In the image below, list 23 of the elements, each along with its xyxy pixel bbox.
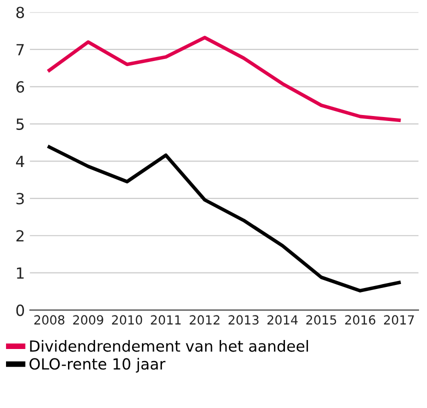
y-tick-label: 0 [16, 304, 24, 316]
x-tick-label: 2011 [150, 315, 181, 325]
y-tick-label: 5 [16, 118, 24, 130]
x-tick-label: 2012 [190, 315, 220, 325]
line-series [48, 145, 401, 292]
x-tick-label: 2013 [228, 315, 259, 325]
y-tick-label: 2 [16, 230, 24, 242]
y-tick-label: 6 [16, 81, 24, 93]
x-tick-label: 2009 [73, 315, 104, 325]
y-tick-label: 3 [16, 192, 24, 204]
x-tick-label: 2015 [306, 315, 336, 325]
y-tick-label: 4 [16, 156, 24, 167]
x-tick-label: 2010 [112, 315, 142, 325]
y-tick-label: 1 [16, 268, 24, 279]
y-tick-label: 7 [16, 44, 24, 56]
x-tick-label: 2016 [345, 315, 376, 325]
x-tick-label: 2014 [267, 315, 298, 325]
x-tick-label: 2017 [384, 315, 414, 325]
legend-label: OLO-rente 10 jaar [30, 358, 166, 373]
y-tick-label: 8 [16, 6, 24, 18]
x-tick-label: 2008 [34, 315, 64, 325]
line-series [48, 36, 401, 122]
legend-label: Dividendrendement van het aandeel [30, 340, 308, 352]
